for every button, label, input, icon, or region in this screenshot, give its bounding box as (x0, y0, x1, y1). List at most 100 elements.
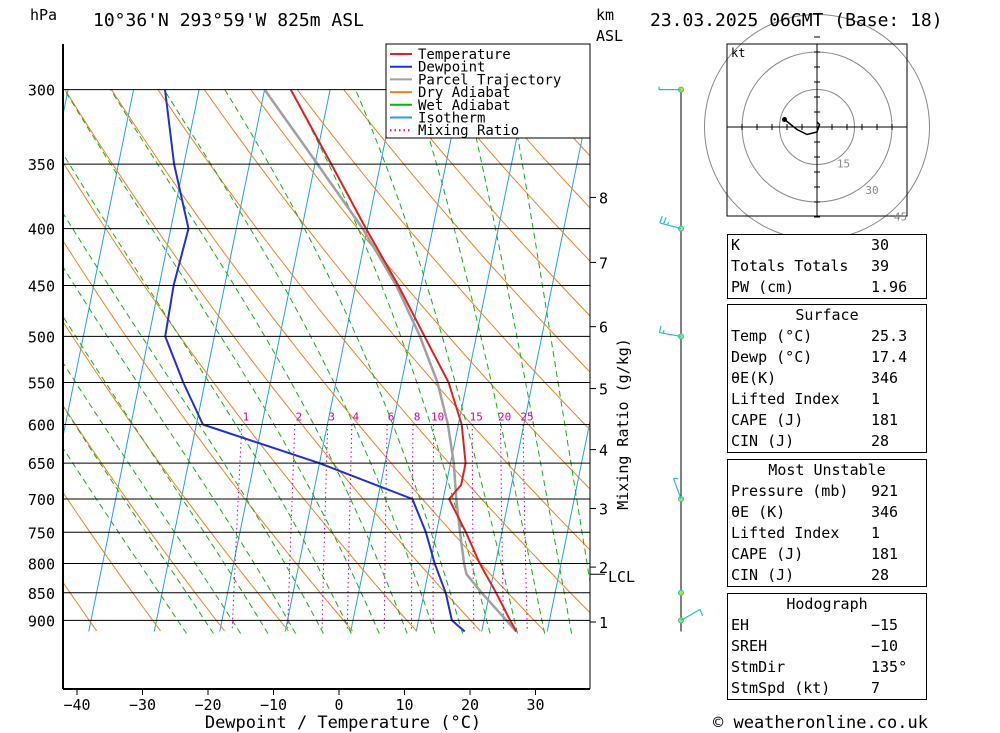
mixing-ratio-label: 2 (296, 410, 303, 423)
temp-tick-label: 30 (526, 696, 544, 714)
legend-item: Parcel Trajectory (418, 72, 561, 88)
temp-tick-label: −20 (194, 696, 221, 714)
km-tick-label: 8 (599, 189, 608, 207)
legend-item: Dewpoint (418, 60, 485, 76)
date-title: 23.03.2025 06GMT (Base: 18) (650, 10, 943, 31)
mixing-ratio-label: 15 (470, 410, 483, 423)
wet-adiabat-line (413, 89, 546, 634)
x-axis-title: Dewpoint / Temperature (°C) (205, 713, 481, 733)
wind-barb-shaft (659, 222, 682, 230)
hodograph-title: Hodograph (786, 595, 868, 613)
legend-box (385, 43, 591, 139)
wet-adiabat-line (290, 89, 491, 634)
temp-tick-label: −10 (260, 696, 287, 714)
legend-item: Mixing Ratio (418, 123, 519, 139)
mixing-ratio-line (231, 424, 243, 632)
mixing-ratio-label: 8 (414, 410, 421, 423)
mixing-ratio-label: 25 (520, 410, 533, 423)
wind-barb-flag (659, 216, 663, 224)
temp-tick-label: 10 (395, 696, 413, 714)
temp-tick-label: 20 (461, 696, 479, 714)
dry-adiabat-line (63, 161, 417, 632)
surface-thetae-label: θE(K) (731, 369, 777, 387)
temp-tick-label: −30 (129, 696, 156, 714)
mu-thetae-value: 346 (871, 503, 899, 521)
wet-adiabat-line (464, 89, 573, 634)
eh-value: −15 (871, 616, 899, 634)
surface-cin-value: 28 (871, 432, 890, 450)
mu-pressure-value: 921 (871, 482, 899, 500)
legend-item: Wet Adiabat (418, 98, 511, 114)
isotherm-line (546, 418, 590, 632)
stmspd-label: StmSpd (kt) (731, 679, 831, 697)
hodograph-unit-label: kt (731, 46, 745, 60)
hodograph-ring-label: 15 (837, 158, 850, 171)
dry-adiabat-line (203, 89, 590, 551)
mu-li-label: Lifted Index (731, 524, 840, 542)
km-tick-label: 2 (599, 559, 608, 577)
legend-item: Temperature (418, 47, 511, 63)
wind-barb-shaft (659, 331, 682, 337)
sreh-label: SREH (731, 637, 768, 655)
km-tick-label: 3 (599, 501, 608, 519)
hodograph-ring-label: 45 (894, 211, 907, 224)
hodograph-table: Hodograph EH −15 SREH −10 StmDir 135° StmSp… (727, 593, 927, 700)
mixing-ratio-label: 10 (431, 410, 444, 423)
wind-barb-shaft (680, 608, 701, 621)
wind-barb-flag (658, 325, 662, 333)
isotherm-line (88, 89, 200, 632)
surface-li-value: 1 (871, 390, 881, 408)
mixing-ratio-line (346, 424, 353, 632)
wet-adiabat-line (224, 89, 464, 634)
surface-cin-label: CIN (J) (731, 432, 795, 450)
surface-temp-value: 25.3 (871, 327, 908, 345)
wind-barb-dot (678, 589, 684, 596)
dry-adiabat-line (63, 320, 289, 632)
km-tick-label: 5 (599, 381, 608, 399)
km-tick-label: 1 (599, 614, 608, 632)
dry-adiabat-line (296, 89, 590, 431)
asl-unit-label: ASL (596, 27, 623, 45)
wind-barb-flag (663, 217, 667, 225)
mixing-ratio-axis-title: Mixing Ratio (g/kg) (614, 338, 632, 510)
mixing-ratio-label: 4 (353, 410, 360, 423)
pressure-tick-400: 400 (28, 221, 55, 239)
temp-tick-label: −40 (63, 696, 90, 714)
isotherm-line (284, 89, 397, 632)
basic-indices-table: K 30 Totals Totals 39 PW (cm) 1.96 (727, 234, 927, 299)
pw-label: PW (cm) (731, 278, 795, 296)
k-index-label: K (731, 236, 741, 254)
mixing-ratio-label: 1 (243, 410, 250, 423)
isotherm-line (415, 89, 528, 632)
surface-temp-label: Temp (°C) (731, 327, 813, 345)
temp-tick-label: 0 (334, 696, 343, 714)
km-unit-label: km (596, 6, 614, 24)
mu-cin-label: CIN (J) (731, 566, 795, 584)
mixing-ratio-line (471, 424, 475, 631)
wind-barb-flag (662, 330, 665, 334)
mu-cape-label: CAPE (J) (731, 545, 804, 563)
dry-adiabat-line (63, 404, 225, 632)
wind-barb-flag (666, 221, 670, 226)
copyright-text: © weatheronline.co.uk (713, 713, 928, 733)
temperature-line (289, 89, 518, 632)
dry-adiabat-line (343, 89, 590, 373)
surface-li-label: Lifted Index (731, 390, 840, 408)
mixing-ratio-line (287, 424, 296, 632)
dry-adiabat-line (436, 89, 590, 262)
legend-item: Isotherm (418, 111, 485, 127)
isotherm-line (153, 89, 266, 632)
wet-adiabat-line (63, 266, 297, 634)
surface-cape-value: 181 (871, 411, 899, 429)
eh-label: EH (731, 616, 750, 634)
k-index-value: 30 (871, 236, 890, 254)
mixing-ratio-line (522, 424, 528, 632)
wet-adiabat-line (509, 89, 590, 585)
isotherm-line (63, 89, 135, 439)
isotherm-line (0, 90, 3, 632)
surface-title: Surface (795, 306, 859, 324)
mu-cin-value: 28 (871, 566, 890, 584)
isotherm-line (481, 97, 590, 632)
most-unstable-table: Most Unstable Pressure (mb) 921 θE (K) 346… (727, 459, 927, 587)
mixing-ratio-label: 3 (328, 410, 335, 423)
